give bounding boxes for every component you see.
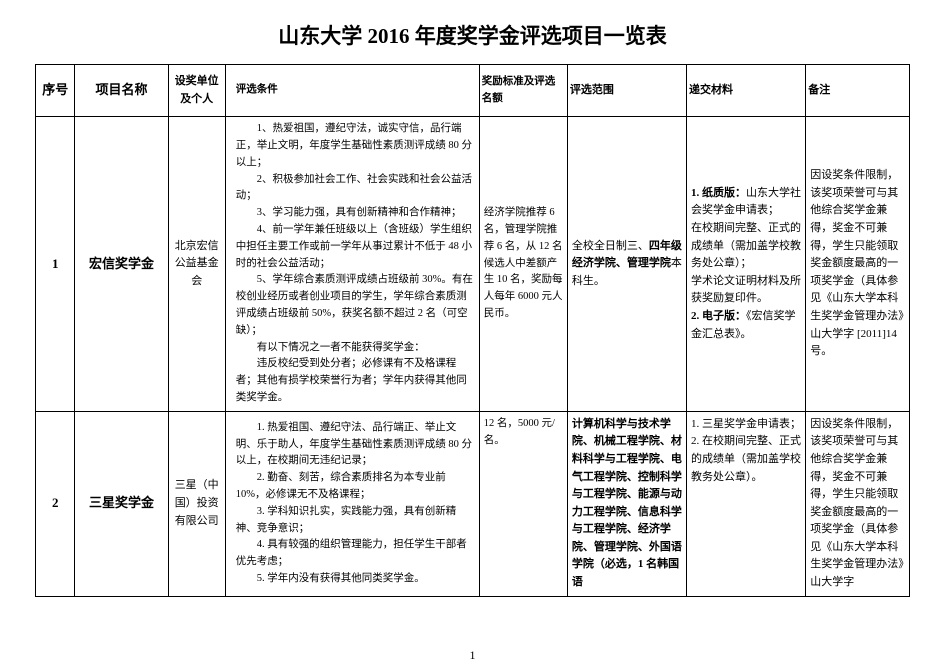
cell-scope: 全校全日制三、四年级经济学院、管理学院本科生。 xyxy=(567,117,686,412)
cond-line: 5. 学年内没有获得其他同类奖学金。 xyxy=(236,571,475,588)
cond-line: 3. 学科知识扎实，实践能力强，具有创新精神、竞争意识； xyxy=(236,504,475,538)
table-row: 1 宏信奖学金 北京宏信公益基金会 1、热爱祖国，遵纪守法，诚实守信，品行端正，… xyxy=(36,117,910,412)
mat-text: 学术论文证明材料及所获奖励复印件。 xyxy=(691,275,801,305)
scholarship-table: 序号 项目名称 设奖单位及个人 评选条件 奖励标准及评选名额 评选范围 递交材料… xyxy=(35,64,910,597)
cell-scope: 计算机科学与技术学院、机械工程学院、材料科学与工程学院、电气工程学院、控制科学与… xyxy=(567,411,686,596)
cell-seq: 2 xyxy=(36,411,75,596)
th-seq: 序号 xyxy=(36,65,75,117)
cell-seq: 1 xyxy=(36,117,75,412)
th-std: 奖励标准及评选名额 xyxy=(479,65,567,117)
cell-org: 三星（中国）投资有限公司 xyxy=(168,411,225,596)
th-scope: 评选范围 xyxy=(567,65,686,117)
cond-line: 有以下情况之一者不能获得奖学金： xyxy=(236,340,475,357)
cell-cond: 1、热爱祖国，遵纪守法，诚实守信，品行端正，举止文明，年度学生基础性素质测评成绩… xyxy=(225,117,479,412)
cond-line: 4. 具有较强的组织管理能力，担任学生干部者优先考虑； xyxy=(236,537,475,571)
cell-std: 经济学院推荐 6 名，管理学院推荐 6 名，从 12 名候选人中差额产生 10 … xyxy=(479,117,567,412)
mat-text: 1. 三星奖学金申请表； xyxy=(691,418,801,430)
cond-line: 违反校纪受到处分者；必修课有不及格课程者；其他有损学校荣誉行为者；学年内获得其他… xyxy=(236,356,475,406)
scope-bold: 计算机科学与技术学院、机械工程学院、材料科学与工程学院、电气工程学院、控制科学与… xyxy=(572,418,682,588)
th-cond: 评选条件 xyxy=(225,65,479,117)
cond-line: 3、学习能力强，具有创新精神和合作精神； xyxy=(236,205,475,222)
cell-name: 三星奖学金 xyxy=(75,411,168,596)
cell-mat: 1. 纸质版：山东大学社会奖学金申请表； 在校期间完整、正式的成绩单（需加盖学校… xyxy=(687,117,806,412)
th-name: 项目名称 xyxy=(75,65,168,117)
cell-note: 因设奖条件限制，该奖项荣誉可与其他综合奖学金兼得，奖金不可兼得，学生只能领取奖金… xyxy=(806,411,910,596)
cond-line: 4、前一学年兼任班级以上（含班级）学生组织中担任主要工作或前一学年从事过累计不低… xyxy=(236,222,475,272)
cell-name: 宏信奖学金 xyxy=(75,117,168,412)
cell-cond: 1. 热爱祖国、遵纪守法、品行端正、举止文明、乐于助人，年度学生基础性素质测评成… xyxy=(225,411,479,596)
cond-line: 2、积极参加社会工作、社会实践和社会公益活动； xyxy=(236,172,475,206)
cond-line: 2. 勤奋、刻苦，综合素质排名为本专业前 10%，必修课无不及格课程； xyxy=(236,470,475,504)
cell-std: 12 名，5000 元/名。 xyxy=(479,411,567,596)
page-title: 山东大学 2016 年度奖学金评选项目一览表 xyxy=(35,20,910,50)
cell-mat: 1. 三星奖学金申请表； 2. 在校期间完整、正式的成绩单（需加盖学校教务处公章… xyxy=(687,411,806,596)
mat-text: 2. 在校期间完整、正式的成绩单（需加盖学校教务处公章）。 xyxy=(691,435,801,482)
mat-head1: 1. 纸质版： xyxy=(691,187,746,199)
table-row: 2 三星奖学金 三星（中国）投资有限公司 1. 热爱祖国、遵纪守法、品行端正、举… xyxy=(36,411,910,596)
scope-pre: 全校全日制三、 xyxy=(572,240,649,252)
header-row: 序号 项目名称 设奖单位及个人 评选条件 奖励标准及评选名额 评选范围 递交材料… xyxy=(36,65,910,117)
cell-org: 北京宏信公益基金会 xyxy=(168,117,225,412)
cell-note: 因设奖条件限制，该奖项荣誉可与其他综合奖学金兼得，奖金不可兼得，学生只能领取奖金… xyxy=(806,117,910,412)
th-mat: 递交材料 xyxy=(687,65,806,117)
th-org: 设奖单位及个人 xyxy=(168,65,225,117)
cond-line: 1. 热爱祖国、遵纪守法、品行端正、举止文明、乐于助人，年度学生基础性素质测评成… xyxy=(236,420,475,470)
page-number: 1 xyxy=(0,648,945,663)
cond-line: 5、学年综合素质测评成绩占班级前 30%。有在校创业经历或者创业项目的学生，学年… xyxy=(236,272,475,339)
th-note: 备注 xyxy=(806,65,910,117)
mat-text: 在校期间完整、正式的成绩单（需加盖学校教务处公章）； xyxy=(691,222,801,269)
mat-head2: 2. 电子版： xyxy=(691,310,746,322)
cond-line: 1、热爱祖国，遵纪守法，诚实守信，品行端正，举止文明，年度学生基础性素质测评成绩… xyxy=(236,121,475,171)
